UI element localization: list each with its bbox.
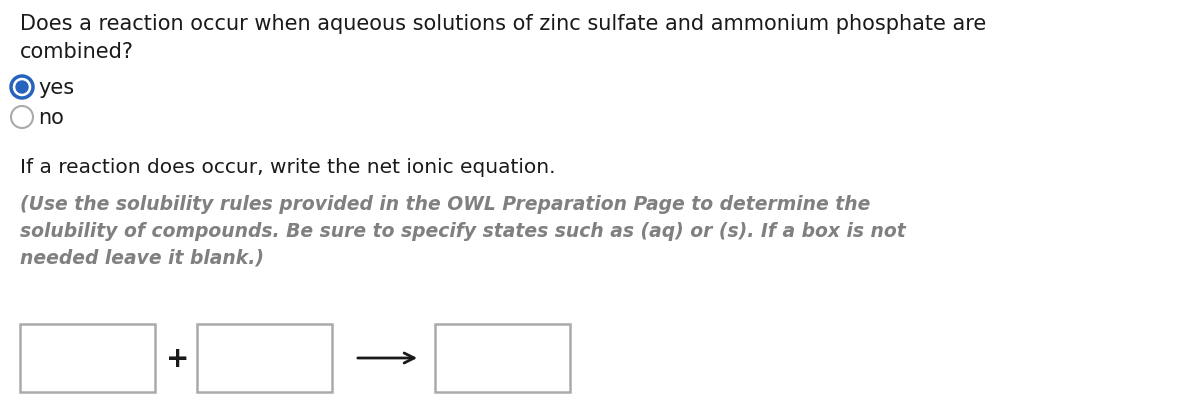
Text: no: no bbox=[38, 108, 64, 128]
Text: (Use the solubility rules provided in the OWL Preparation Page to determine the: (Use the solubility rules provided in th… bbox=[20, 195, 870, 214]
Text: yes: yes bbox=[38, 78, 74, 98]
Text: Does a reaction occur when aqueous solutions of zinc sulfate and ammonium phosph: Does a reaction occur when aqueous solut… bbox=[20, 14, 986, 34]
Text: solubility of compounds. Be sure to specify states such as (aq) or (s). If a box: solubility of compounds. Be sure to spec… bbox=[20, 221, 906, 240]
Bar bbox=[197, 324, 332, 392]
Text: +: + bbox=[167, 344, 190, 372]
Bar bbox=[436, 324, 570, 392]
Text: needed leave it blank.): needed leave it blank.) bbox=[20, 248, 264, 267]
Ellipse shape bbox=[16, 82, 28, 94]
Text: combined?: combined? bbox=[20, 42, 134, 62]
Text: If a reaction does occur, write the net ionic equation.: If a reaction does occur, write the net … bbox=[20, 158, 556, 177]
Bar bbox=[20, 324, 155, 392]
